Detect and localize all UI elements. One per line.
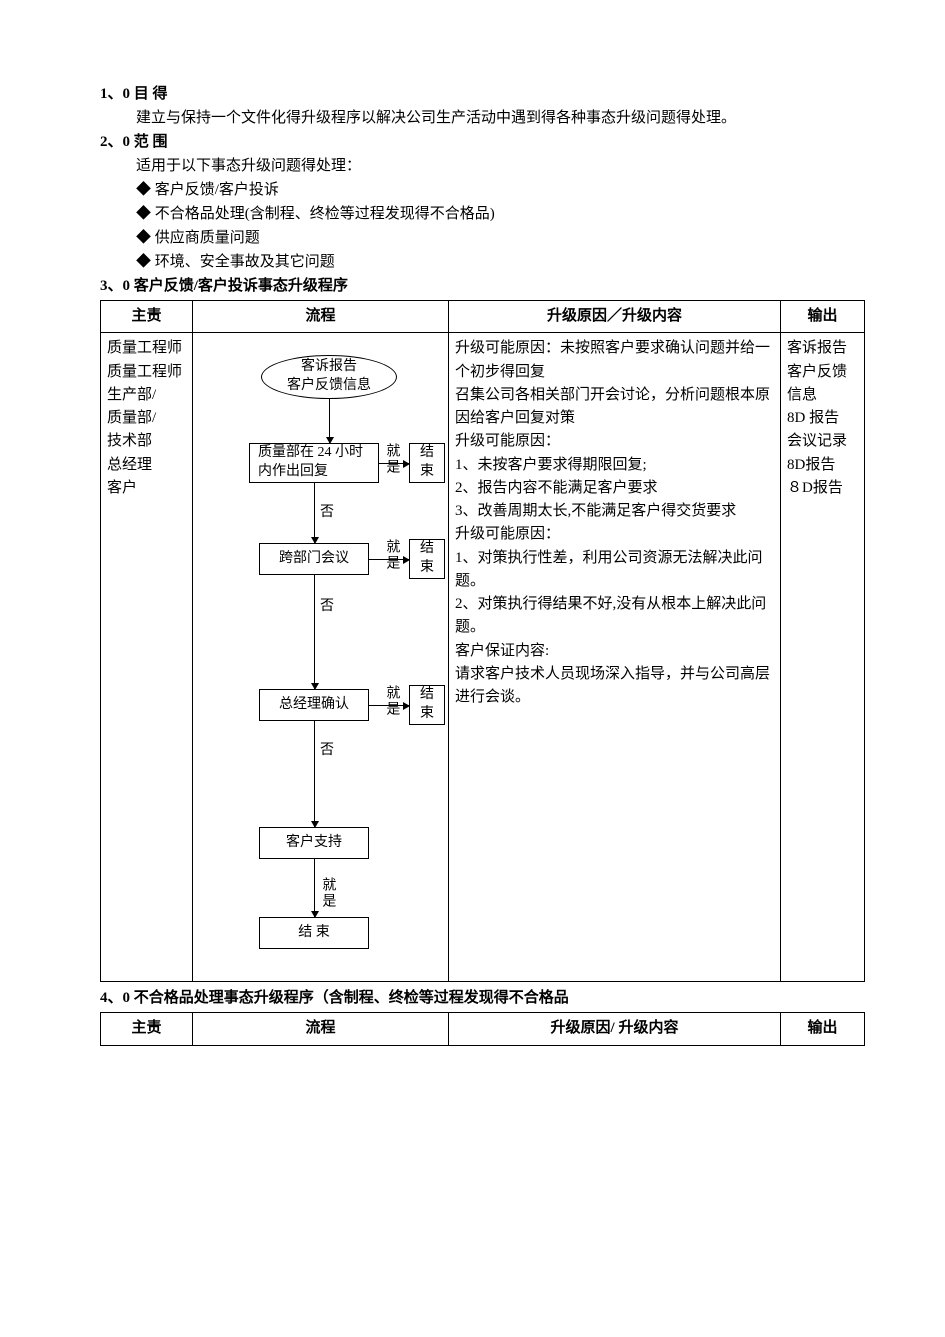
reason-line: 1、未按客户要求得期限回复; <box>455 454 774 477</box>
flow-yes-label: 就是 <box>383 685 400 717</box>
section-1-body: 建立与保持一个文件化得升级程序以解决公司生产活动中遇到得各种事态升级问题得处理。 <box>100 106 865 130</box>
th-responsible: 主责 <box>101 1013 193 1045</box>
flow-no-label: 否 <box>319 743 335 758</box>
table-header-row: 主责 流程 升级原因／升级内容 输出 <box>101 301 865 333</box>
th-flow: 流程 <box>193 301 449 333</box>
flow-arrow <box>314 721 315 827</box>
table-header-row: 主责 流程 升级原因/ 升级内容 输出 <box>101 1013 865 1045</box>
reason-line: 升级可能原因：未按照客户要求确认问题并给一个初步得回复 <box>455 337 774 384</box>
section-2-intro: 适用于以下事态升级问题得处理： <box>100 154 865 178</box>
section-4-heading: 4、0 不合格品处理事态升级程序（含制程、终检等过程发现得不合格品 <box>100 986 865 1010</box>
resp-line: 质量工程师 <box>107 337 186 360</box>
section-2-bullet-4: ◆ 环境、安全事故及其它问题 <box>100 250 865 274</box>
reason-line: 召集公司各相关部门开会讨论，分析问题根本原因给客户回复对策 <box>455 384 774 431</box>
flow-step-1: 质量部在 24 小时内作出回复 <box>249 443 379 483</box>
flow-arrow <box>379 463 409 464</box>
section-2-bullet-2: ◆ 不合格品处理(含制程、终检等过程发现得不合格品) <box>100 202 865 226</box>
flow-yes-label: 就是 <box>383 539 400 571</box>
resp-line: 总经理 <box>107 454 186 477</box>
out-line: 信息 <box>787 384 858 407</box>
out-line: 8D报告 <box>787 454 858 477</box>
section-2-heading: 2、0 范 围 <box>100 130 865 154</box>
flow-arrow <box>314 483 315 543</box>
reason-line: 3、改善周期太长,不能满足客户得交货要求 <box>455 500 774 523</box>
flow-start-line2: 客户反馈信息 <box>287 377 371 396</box>
resp-line: 生产部/ <box>107 384 186 407</box>
out-line: 8D 报告 <box>787 407 858 430</box>
table-section-4: 主责 流程 升级原因/ 升级内容 输出 <box>100 1012 865 1045</box>
th-responsible: 主责 <box>101 301 193 333</box>
flow-arrow <box>329 399 330 443</box>
th-reason: 升级原因／升级内容 <box>449 301 781 333</box>
resp-line: 质量部/ <box>107 407 186 430</box>
flow-step-1-text: 质量部在 24 小时内作出回复 <box>258 444 370 482</box>
th-output: 输出 <box>781 1013 865 1045</box>
flow-no-label: 否 <box>319 505 335 520</box>
out-line: 客诉报告 <box>787 337 858 360</box>
table-body-row: 质量工程师 质量工程师 生产部/ 质量部/ 技术部 总经理 客户 客诉报告 客户… <box>101 333 865 982</box>
flowchart: 客诉报告 客户反馈信息 质量部在 24 小时内作出回复 就是 结束 <box>199 337 442 977</box>
flow-end-1: 结束 <box>409 443 445 483</box>
cell-flowchart: 客诉报告 客户反馈信息 质量部在 24 小时内作出回复 就是 结束 <box>193 333 449 982</box>
flow-arrow <box>314 575 315 689</box>
reason-line: 升级可能原因： <box>455 430 774 453</box>
flow-yes-label: 就是 <box>383 443 400 475</box>
reason-line: 客户保证内容: <box>455 640 774 663</box>
reason-line: 2、报告内容不能满足客户要求 <box>455 477 774 500</box>
flow-step-3-text: 总经理确认 <box>279 696 349 715</box>
section-2-bullet-3: ◆ 供应商质量问题 <box>100 226 865 250</box>
flow-arrow <box>369 705 409 706</box>
flow-step-4: 客户支持 <box>259 827 369 859</box>
cell-outputs: 客诉报告 客户反馈 信息 8D 报告 会议记录 8D报告 ８D报告 <box>781 333 865 982</box>
resp-line: 质量工程师 <box>107 361 186 384</box>
cell-responsible: 质量工程师 质量工程师 生产部/ 质量部/ 技术部 总经理 客户 <box>101 333 193 982</box>
cell-reasons: 升级可能原因：未按照客户要求确认问题并给一个初步得回复 召集公司各相关部门开会讨… <box>449 333 781 982</box>
th-flow: 流程 <box>193 1013 449 1045</box>
resp-line: 客户 <box>107 477 186 500</box>
flow-end-3: 结束 <box>409 685 445 725</box>
flow-end-3-text: 结束 <box>416 686 438 724</box>
out-line: 会议记录 <box>787 430 858 453</box>
flow-no-label: 否 <box>319 599 335 614</box>
section-3-heading: 3、0 客户反馈/客户投诉事态升级程序 <box>100 274 865 298</box>
th-reason: 升级原因/ 升级内容 <box>449 1013 781 1045</box>
flow-start-node: 客诉报告 客户反馈信息 <box>261 355 397 399</box>
flow-end-final-text: 结 束 <box>298 924 330 943</box>
reason-line: 1、对策执行性差，利用公司资源无法解决此问题。 <box>455 547 774 594</box>
section-1-heading: 1、0 目 得 <box>100 82 865 106</box>
table-section-3: 主责 流程 升级原因／升级内容 输出 质量工程师 质量工程师 生产部/ 质量部/… <box>100 300 865 982</box>
section-2-bullet-1: ◆ 客户反馈/客户投诉 <box>100 178 865 202</box>
reason-line: 2、对策执行得结果不好,没有从根本上解决此问题。 <box>455 593 774 640</box>
flow-end-2-text: 结束 <box>416 540 438 578</box>
document-page: 1、0 目 得 建立与保持一个文件化得升级程序以解决公司生产活动中遇到得各种事态… <box>0 0 945 1337</box>
flow-yes-label: 就是 <box>319 877 336 909</box>
out-line: 客户反馈 <box>787 361 858 384</box>
flow-arrow <box>369 559 409 560</box>
reason-line: 升级可能原因： <box>455 523 774 546</box>
out-line: ８D报告 <box>787 477 858 500</box>
flow-step-2: 跨部门会议 <box>259 543 369 575</box>
th-output: 输出 <box>781 301 865 333</box>
flow-step-3: 总经理确认 <box>259 689 369 721</box>
flow-end-1-text: 结束 <box>416 444 438 482</box>
resp-line: 技术部 <box>107 430 186 453</box>
flow-arrow <box>314 859 315 917</box>
flow-start-line1: 客诉报告 <box>287 358 371 377</box>
flow-end-final: 结 束 <box>259 917 369 949</box>
reason-line: 请求客户技术人员现场深入指导，并与公司高层进行会谈。 <box>455 663 774 710</box>
flow-step-2-text: 跨部门会议 <box>279 550 349 569</box>
flow-end-2: 结束 <box>409 539 445 579</box>
flow-step-4-text: 客户支持 <box>286 834 342 853</box>
